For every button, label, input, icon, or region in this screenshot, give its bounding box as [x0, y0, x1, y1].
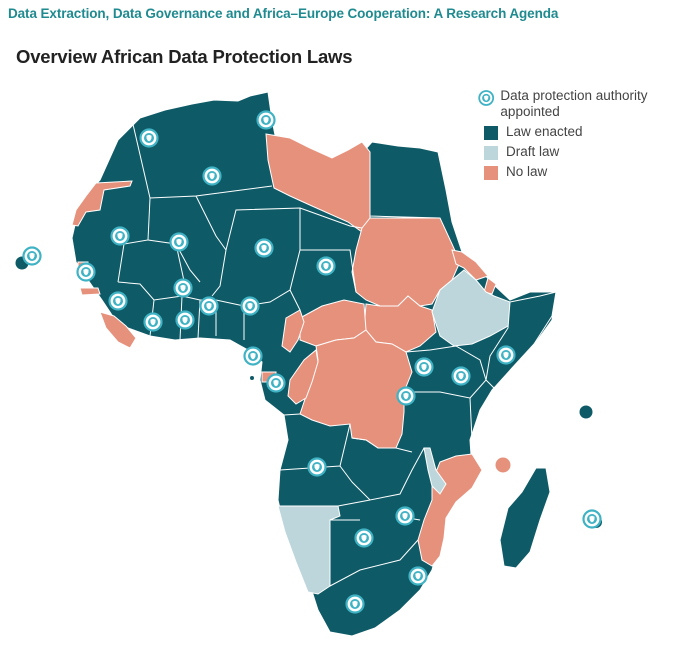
authority-marker-icon — [202, 166, 222, 186]
authority-marker-icon — [395, 506, 415, 526]
island-comoros — [495, 457, 511, 473]
report-header: Data Extraction, Data Governance and Afr… — [8, 6, 559, 21]
legend-label-authority: Data protection authority appointed — [500, 88, 648, 119]
island-seychelles — [579, 405, 593, 419]
legend-label-law: Law enacted — [506, 124, 583, 139]
authority-marker-icon — [408, 566, 428, 586]
authority-marker-icon — [139, 128, 159, 148]
authority-marker-icon — [266, 373, 286, 393]
island-sao-tome — [250, 376, 254, 380]
authority-marker-icon — [256, 110, 276, 130]
country-liberia — [99, 311, 137, 349]
legend-item-law: Law enacted — [478, 124, 673, 140]
authority-marker-icon — [396, 386, 416, 406]
country-congo — [287, 349, 319, 405]
authority-marker-icon — [414, 357, 434, 377]
authority-marker-icon — [316, 256, 336, 276]
authority-marker-icon — [254, 238, 274, 258]
legend: Data protection authority appointed Law … — [478, 88, 673, 184]
country-djibouti — [483, 277, 497, 295]
country-western-sahara — [71, 180, 133, 227]
authority-marker-icon — [173, 278, 193, 298]
authority-marker-icon — [108, 291, 128, 311]
legend-swatch-draft — [484, 146, 498, 160]
authority-marker-icon — [582, 509, 602, 529]
legend-label-nolaw: No law — [506, 164, 548, 179]
country-namibia — [277, 505, 341, 595]
authority-badge-icon — [478, 90, 495, 106]
legend-item-nolaw: No law — [478, 164, 673, 180]
country-eritrea — [451, 249, 489, 281]
country-madagascar — [499, 467, 551, 569]
authority-marker-icon — [451, 366, 471, 386]
authority-marker-icon — [143, 312, 163, 332]
legend-item-draft: Draft law — [478, 144, 673, 160]
legend-item-authority: Data protection authority appointed — [478, 88, 673, 120]
legend-swatch-law — [484, 126, 498, 140]
authority-marker-icon — [345, 594, 365, 614]
authority-marker-icon — [175, 310, 195, 330]
authority-marker-icon — [199, 296, 219, 316]
authority-marker-icon — [243, 346, 263, 366]
country-gambia — [79, 287, 101, 296]
authority-marker-icon — [496, 345, 516, 365]
authority-marker-icon — [22, 246, 42, 266]
legend-label-draft: Draft law — [506, 144, 560, 159]
authority-marker-icon — [169, 232, 189, 252]
map-title: Overview African Data Protection Laws — [16, 46, 353, 67]
authority-marker-icon — [307, 457, 327, 477]
country-malawi — [423, 447, 447, 495]
authority-marker-icon — [76, 262, 96, 282]
authority-marker-icon — [354, 528, 374, 548]
authority-marker-icon — [110, 226, 130, 246]
legend-swatch-nolaw — [484, 166, 498, 180]
authority-marker-icon — [240, 296, 260, 316]
